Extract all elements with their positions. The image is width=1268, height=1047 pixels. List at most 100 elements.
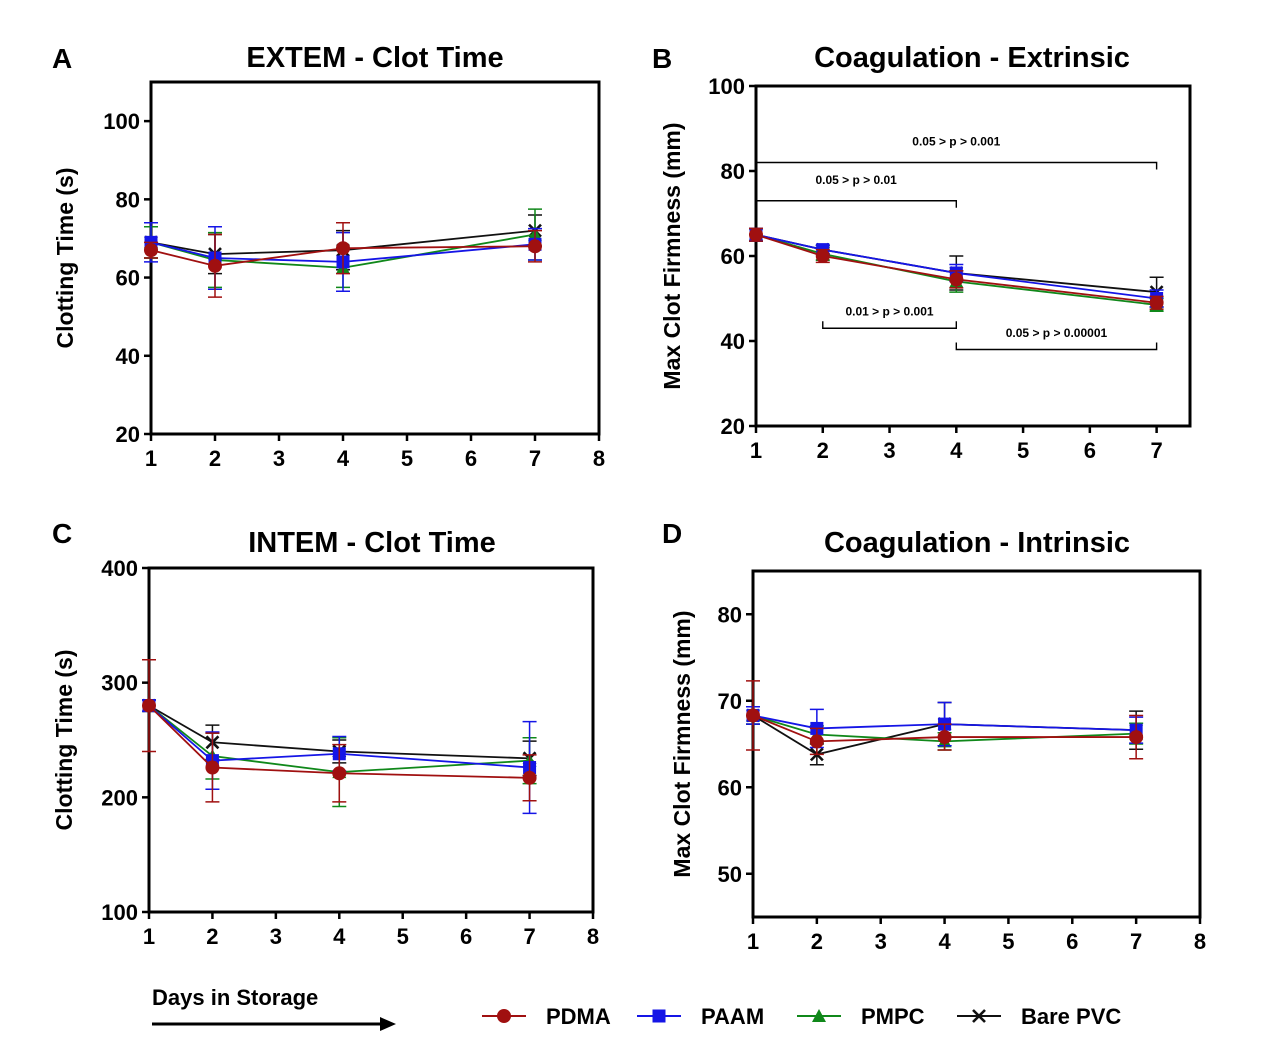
x-tick-label: 3 — [270, 924, 282, 949]
significance-label: 0.05 > p > 0.001 — [912, 135, 1000, 149]
series-paam — [749, 227, 1164, 308]
significance-bracket — [822, 321, 958, 329]
legend: PDMA PAAM PMPC Bare PVC — [482, 1004, 1121, 1029]
panel-letter: A — [52, 43, 72, 74]
y-tick-label: 20 — [721, 414, 745, 439]
data-point-pdma — [336, 241, 350, 256]
data-point-pdma — [528, 239, 542, 254]
data-point-pdma — [809, 734, 824, 749]
y-tick-label: 100 — [103, 109, 140, 134]
x-tick-label: 1 — [145, 446, 157, 471]
legend-marker-circle-icon — [497, 1009, 511, 1023]
legend-label: Bare PVC — [1021, 1004, 1121, 1029]
x-tick-label: 5 — [401, 446, 413, 471]
x-tick-label: 6 — [460, 924, 472, 949]
data-point-pdma — [142, 698, 156, 713]
series-line-paam — [150, 241, 536, 263]
series-line-pdma — [752, 714, 1137, 743]
x-tick-label: 5 — [397, 924, 409, 949]
data-point-pdma — [208, 258, 222, 273]
data-point-pdma — [746, 708, 760, 723]
y-tick-label: 80 — [721, 159, 745, 184]
chart-title: EXTEM - Clot Time — [246, 42, 503, 74]
series-pdma — [749, 227, 1164, 310]
y-axis-label: Clotting Time (s) — [52, 167, 78, 348]
chart-panel-d: D Coagulation - Intrinsic 50 60 70 80 1 2 3 4 5 6 7 8… — [662, 518, 1206, 954]
x-tick-label: 7 — [1150, 438, 1162, 463]
y-tick-label: 70 — [718, 689, 742, 714]
x-tick-label: 6 — [465, 446, 477, 471]
series-line-paam — [755, 233, 1157, 300]
x-tick-label: 4 — [333, 924, 346, 949]
y-tick-label: 100 — [101, 900, 138, 925]
series-line-paam — [752, 714, 1137, 732]
y-axis-label: Clotting Time (s) — [51, 649, 77, 830]
panel-letter: D — [662, 518, 682, 549]
y-tick-label: 400 — [101, 556, 138, 581]
x-tick-label: 4 — [938, 929, 951, 954]
series-line-paam — [148, 704, 530, 769]
legend-label: PAAM — [701, 1004, 764, 1029]
x-tick-label: 8 — [587, 924, 599, 949]
data-point-pdma — [949, 272, 964, 287]
chart-title: Coagulation - Extrinsic — [814, 42, 1130, 74]
significance-bracket — [755, 200, 958, 208]
panel-letter: B — [652, 43, 672, 74]
series-line-bare-pvc — [150, 229, 536, 255]
series-line-pdma — [755, 233, 1157, 304]
x-tick-label: 7 — [1130, 929, 1142, 954]
chart-title: Coagulation - Intrinsic — [824, 527, 1130, 559]
significance-label: 0.05 > p > 0.00001 — [1006, 326, 1108, 340]
series-line-pdma — [150, 245, 536, 267]
series-pdma — [746, 680, 1144, 760]
y-tick-label: 200 — [101, 785, 138, 810]
legend-item-pdma: PDMA — [482, 1004, 611, 1029]
data-point-pdma — [749, 227, 763, 242]
chart-title: INTEM - Clot Time — [248, 527, 496, 559]
x-tick-label: 1 — [143, 924, 155, 949]
x-tick-label: 5 — [1002, 929, 1014, 954]
y-axis-label: Max Clot Firmness (mm) — [669, 610, 695, 877]
x-tick-label: 2 — [817, 438, 829, 463]
x-axis-arrow-head-icon — [380, 1017, 396, 1031]
x-tick-label: 2 — [206, 924, 218, 949]
x-tick-label: 4 — [950, 438, 963, 463]
legend-item-pmpc: PMPC — [797, 1004, 925, 1029]
data-point-pdma — [815, 249, 830, 263]
legend-marker-cross-icon — [972, 1009, 986, 1023]
chart-panel-c: C INTEM - Clot Time 100 200 300 400 1 2 3 4 5 6 7 8 Cl… — [51, 518, 599, 949]
legend-label: PDMA — [546, 1004, 611, 1029]
y-tick-label: 60 — [718, 775, 742, 800]
x-tick-label: 1 — [750, 438, 762, 463]
series-pdma — [144, 222, 542, 298]
data-point-pdma — [937, 730, 952, 745]
x-tick-label: 3 — [875, 929, 887, 954]
y-tick-label: 20 — [116, 422, 140, 447]
chart-panel-a: A EXTEM - Clot Time 20 40 60 80 100 1 2 3 4 5 6 7 8 Clo… — [52, 42, 605, 471]
y-tick-label: 60 — [721, 244, 745, 269]
legend-item-bare-pvc: Bare PVC — [957, 1004, 1121, 1029]
x-tick-label: 8 — [593, 446, 605, 471]
x-tick-label: 4 — [337, 446, 350, 471]
legend-marker-triangle-icon — [812, 1009, 826, 1022]
x-tick-label: 2 — [811, 929, 823, 954]
series-pdma — [142, 658, 537, 803]
legend-item-paam: PAAM — [637, 1004, 764, 1029]
series-line-pdma — [148, 704, 530, 779]
legend-label: PMPC — [861, 1004, 925, 1029]
data-point-pdma — [1129, 730, 1144, 745]
x-tick-label: 6 — [1066, 929, 1078, 954]
panel-letter: C — [52, 518, 72, 549]
series-line-bare-pvc — [148, 704, 530, 760]
x-tick-label: 1 — [747, 929, 759, 954]
y-tick-label: 100 — [708, 74, 745, 99]
y-axis-label: Max Clot Firmness (mm) — [659, 122, 685, 389]
x-tick-label: 6 — [1084, 438, 1096, 463]
x-tick-label: 3 — [273, 446, 285, 471]
significance-bracket — [755, 161, 1158, 170]
x-tick-label: 8 — [1194, 929, 1206, 954]
y-tick-label: 50 — [718, 862, 742, 887]
data-point-pdma — [144, 243, 158, 258]
y-tick-label: 40 — [116, 344, 140, 369]
